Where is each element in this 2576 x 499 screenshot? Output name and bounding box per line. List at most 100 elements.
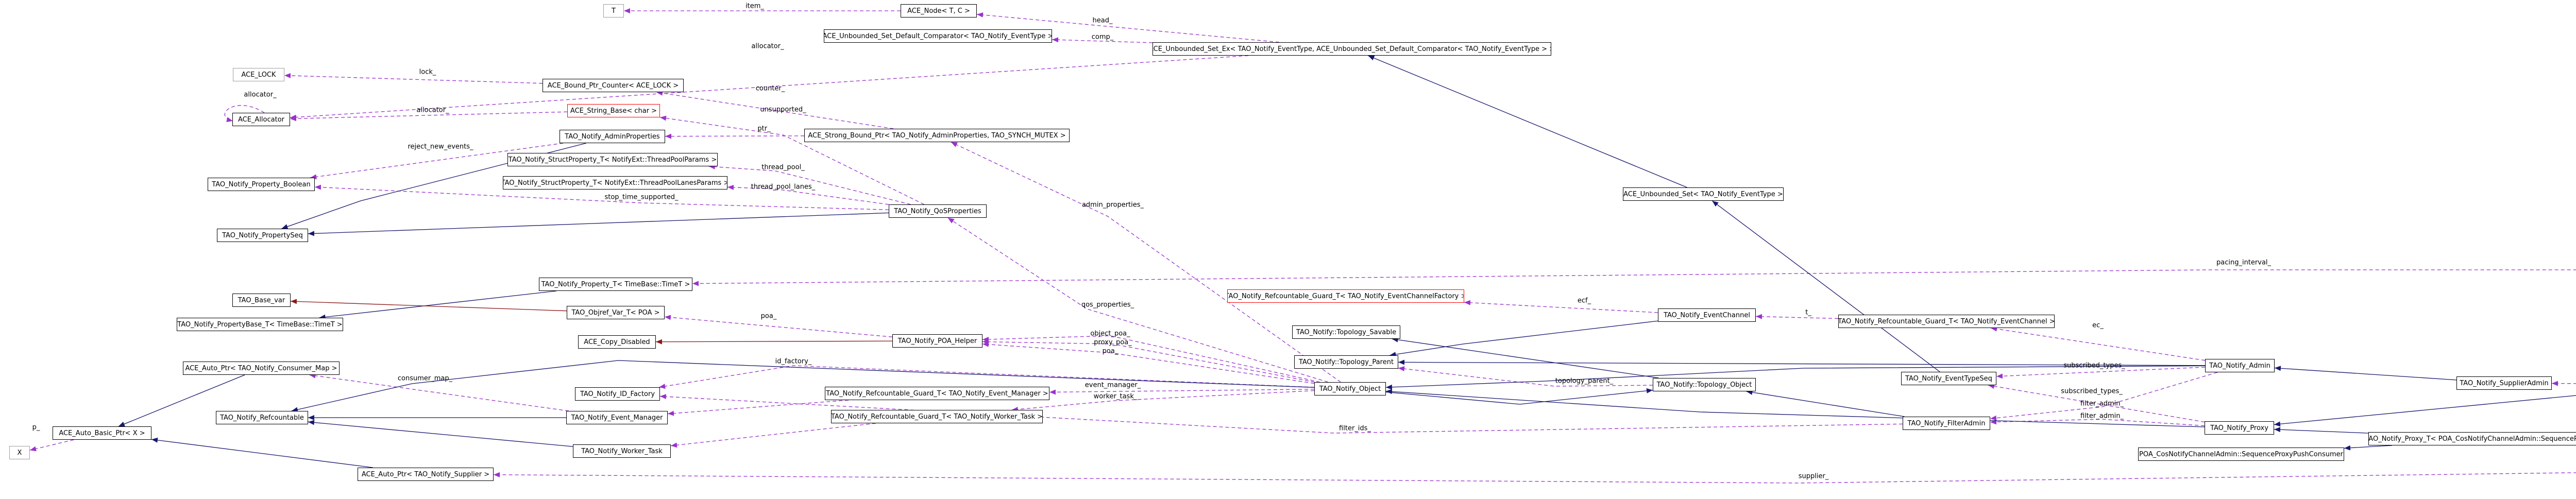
edge-qos-sp2	[727, 184, 889, 205]
node-obj[interactable]: TAO_Notify_Object	[1314, 382, 1386, 395]
node-poaskel[interactable]: POA_CosNotifyChannelAdmin::SequenceProxy…	[2138, 448, 2344, 461]
node-node[interactable]: ACE_Node< T, C >	[901, 4, 977, 18]
node-sadmin[interactable]: TAO_Notify_SupplierAdmin	[2456, 376, 2552, 390]
node-idf[interactable]: TAO_Notify_ID_Factory	[575, 387, 660, 401]
node-pbool[interactable]: TAO_Notify_Property_Boolean	[208, 178, 315, 191]
node-abp[interactable]: ACE_Auto_Basic_Ptr< X >	[53, 426, 151, 440]
edge-uset-usex	[1368, 55, 1687, 188]
edge-target-propt	[692, 269, 2576, 286]
node-proxy[interactable]: TAO_Notify_Proxy	[2205, 421, 2274, 435]
edge-obj-qos	[947, 217, 1328, 383]
edge-obj-gem	[1049, 389, 1315, 395]
edge-obj-tobj	[1385, 388, 1653, 405]
edge-fadmin-idf	[659, 394, 1903, 434]
edge-admin-tpar	[1398, 359, 2206, 366]
edge-tobj-tsav	[1392, 337, 1659, 378]
edge-bpc-lock	[284, 73, 543, 84]
node-gem[interactable]: TAO_Notify_Refcountable_Guard_T< TAO_Not…	[825, 387, 1049, 400]
edge-qos-sbase	[659, 115, 924, 205]
edge-pcons-aps	[493, 472, 2576, 484]
node-gec[interactable]: TAO_Notify_Refcountable_Guard_T< TAO_Not…	[1838, 315, 2055, 328]
node-sbase[interactable]: ACE_String_Base< char >	[567, 104, 660, 117]
node-wt[interactable]: TAO_Notify_Worker_Task	[573, 444, 671, 458]
edge-sadmin-admin	[2274, 366, 2457, 381]
node-bpc[interactable]: ACE_Bound_Ptr_Counter< ACE_LOCK >	[543, 79, 684, 92]
node-pbase[interactable]: TAO_Notify_PropertyBase_T< TimeBase::Tim…	[177, 318, 343, 331]
edge-aps-abp	[151, 437, 374, 468]
edge-admin-obj	[1385, 365, 2206, 390]
node-admin[interactable]: TAO_Notify_Admin	[2205, 359, 2275, 372]
node-sbp[interactable]: ACE_Strong_Bound_Ptr< TAO_Notify_AdminPr…	[804, 129, 1070, 142]
edge-tobj-tpar	[1398, 366, 1653, 387]
node-sp1[interactable]: TAO_Notify_StructProperty_T< NotifyExt::…	[507, 153, 718, 166]
node-gwt[interactable]: TAO_Notify_Refcountable_Guard_T< TAO_Not…	[831, 410, 1043, 423]
node-uset[interactable]: ACE_Unbounded_Set< TAO_Notify_EventType …	[1623, 187, 1784, 201]
node-em[interactable]: TAO_Notify_Event_Manager	[566, 411, 668, 424]
node-usex[interactable]: ACE_Unbounded_Set_Ex< TAO_Notify_EventTy…	[1153, 42, 1551, 56]
edge-ec-gecf	[1464, 300, 1658, 313]
edge-usex-alloc	[290, 55, 1249, 120]
edge-obj-refc	[291, 360, 1315, 412]
node-refc[interactable]: TAO_Notify_Refcountable	[216, 411, 308, 424]
edge-wt-refc	[308, 420, 573, 447]
node-etseq[interactable]: TAO_Notify_EventTypeSeq	[1901, 372, 1996, 385]
node-alloc[interactable]: ACE_Allocator	[232, 113, 290, 126]
node-sp2[interactable]: TAO_Notify_StructProperty_T< NotifyExt::…	[503, 176, 727, 190]
node-pseq[interactable]: TAO_Notify_PropertySeq	[217, 229, 308, 242]
node-x: X	[9, 446, 30, 459]
edge-admin-fadmin	[1990, 372, 2218, 421]
node-ec[interactable]: TAO_Notify_EventChannel	[1658, 308, 1756, 322]
edge-proxy-fadmin	[1990, 419, 2205, 426]
edge-pcons-proxy	[2274, 395, 2576, 427]
edge-objref-basevar	[290, 299, 567, 312]
node-propt[interactable]: TAO_Notify_Property_T< TimeBase::TimeT >	[539, 278, 692, 291]
node-tobj[interactable]: TAO_Notify::Topology_Object	[1653, 378, 1756, 391]
edge-obj-poah	[982, 335, 1320, 383]
edge-obj-poah	[982, 341, 1315, 384]
node-aps[interactable]: ACE_Auto_Ptr< TAO_Notify_Supplier >	[358, 468, 494, 481]
edge-fadmin-tobj	[1746, 389, 1905, 417]
edge-aprops-pbool	[310, 143, 564, 180]
node-apcm[interactable]: ACE_Auto_Ptr< TAO_Notify_Consumer_Map >	[183, 362, 340, 375]
node-tsav[interactable]: TAO_Notify::Topology_Savable	[1292, 325, 1400, 339]
node-aprops[interactable]: TAO_Notify_AdminProperties	[560, 130, 665, 143]
edge-qos-sp1	[708, 164, 911, 205]
node-comp[interactable]: ACE_Unbounded_Set_Default_Comparator< TA…	[824, 29, 1052, 43]
node-objref[interactable]: TAO_Objref_Var_T< POA >	[567, 306, 665, 319]
edge-alloc-alloc	[224, 105, 265, 122]
edge-obj-poah	[982, 339, 1315, 383]
node-basevar[interactable]: TAO_Base_var	[232, 294, 291, 307]
edge-obj-idf	[659, 365, 1315, 389]
edge-proxyt-proxy	[2274, 427, 2369, 434]
node-qos[interactable]: TAO_Notify_QoSProperties	[889, 204, 987, 218]
edge-proxy-etseq	[1988, 384, 2205, 423]
edge-proxyt-poaskel	[2344, 445, 2393, 451]
node-lock: ACE_LOCK	[233, 68, 284, 81]
edge-poah-objref	[664, 315, 893, 337]
node-poah[interactable]: TAO_Notify_POA_Helper	[892, 334, 982, 348]
edge-gec-ec	[1755, 314, 1839, 319]
edge-usex-node	[976, 12, 1280, 43]
edge-sbp-bpc	[656, 90, 894, 129]
edge-etseq-uset	[1711, 200, 1940, 372]
edge-gwt-wt	[670, 423, 876, 448]
edge-qos-pbool	[314, 184, 889, 211]
node-t: T	[603, 4, 624, 18]
edge-admin-etseq	[1996, 367, 2206, 379]
node-gecf[interactable]: TAO_Notify_Refcountable_Guard_T< TAO_Not…	[1227, 289, 1464, 303]
edge-abp-x	[29, 439, 74, 452]
edge-gem-em	[667, 400, 849, 416]
edge-ec-tpar	[1389, 320, 1658, 357]
edge-apcm-abp	[118, 374, 245, 427]
edge-em-apcm	[309, 373, 569, 411]
edge-proxy-obj	[1385, 389, 2205, 427]
edge-sbase-alloc	[290, 111, 568, 122]
edge-obj-gwt	[1011, 390, 1315, 412]
node-fadmin[interactable]: TAO_Notify_FilterAdmin	[1903, 417, 1990, 430]
node-tpar[interactable]: TAO_Notify::Topology_Parent	[1294, 355, 1398, 369]
node-proxyt[interactable]: TAO_Notify_Proxy_T< POA_CosNotifyChannel…	[2368, 432, 2576, 445]
node-copydis[interactable]: ACE_Copy_Disabled	[578, 335, 656, 349]
edge-qos-pseq	[308, 212, 889, 236]
